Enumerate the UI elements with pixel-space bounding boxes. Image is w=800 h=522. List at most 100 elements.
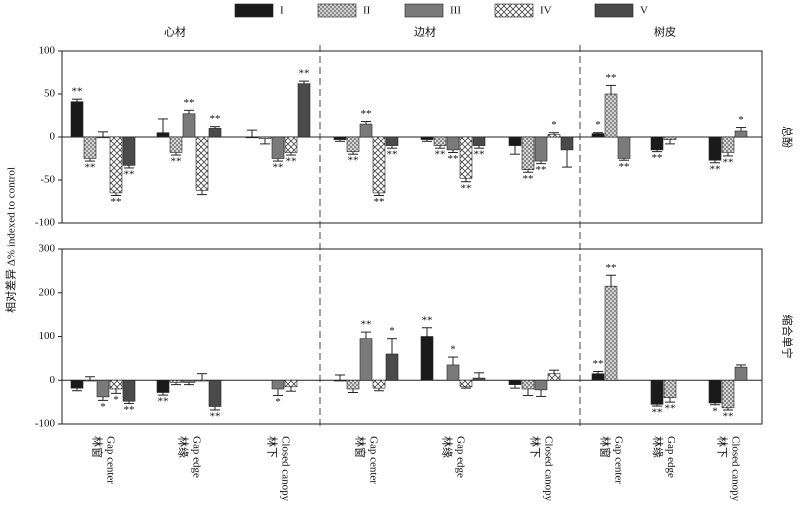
- bar: [195, 136, 209, 191]
- y-tick-label: 300: [39, 243, 56, 255]
- legend-label: I: [280, 5, 284, 17]
- legend-label: II: [363, 5, 371, 17]
- y-tick-label: 200: [39, 286, 56, 298]
- bar: [734, 366, 748, 381]
- significance: **: [448, 153, 459, 165]
- significance: **: [348, 155, 359, 167]
- x-tick-label: 林下: [715, 436, 729, 458]
- significance: **: [124, 404, 135, 416]
- significance: **: [273, 162, 284, 174]
- x-tick-label: 林缘: [440, 436, 454, 458]
- significance: *: [595, 119, 601, 131]
- bar: [534, 136, 548, 162]
- bar: [245, 136, 259, 139]
- significance: *: [389, 325, 395, 337]
- x-tick-label: 林窗: [90, 436, 104, 458]
- bar: [420, 136, 434, 140]
- bar: [604, 93, 618, 138]
- significance: **: [435, 149, 446, 161]
- significance: **: [710, 163, 721, 175]
- significance: **: [606, 72, 617, 84]
- bar: [169, 379, 183, 383]
- bar: [521, 136, 535, 170]
- group-title: 边材: [414, 25, 436, 39]
- legend-label: III: [450, 5, 461, 17]
- bar: [359, 123, 373, 138]
- significance: **: [422, 314, 433, 326]
- significance: **: [474, 149, 485, 161]
- bar: [459, 379, 473, 388]
- significance: **: [85, 162, 96, 174]
- bar: [663, 379, 677, 399]
- x-tick-label-en: Closed canopy: [729, 436, 741, 502]
- bar: [472, 377, 486, 381]
- y-axis-label: 相对差异 Δ% indexed to control: [4, 167, 18, 313]
- bar: [617, 136, 631, 159]
- legend-swatch: [494, 3, 534, 18]
- bar: [721, 379, 735, 409]
- legend-label: V: [640, 5, 648, 17]
- legend-swatch: [594, 3, 634, 18]
- y-tick-label: 100: [39, 45, 56, 57]
- bar: [156, 132, 170, 138]
- bar: [721, 136, 735, 153]
- significance: **: [606, 262, 617, 274]
- x-tick-label: 林下: [528, 436, 542, 458]
- significance: **: [652, 407, 663, 419]
- bar: [359, 338, 373, 381]
- significance: *: [450, 344, 456, 356]
- bar: [122, 136, 136, 166]
- x-tick-label-en: Gap center: [104, 436, 116, 484]
- significance: **: [361, 319, 372, 331]
- bar: [547, 373, 561, 381]
- significance: **: [652, 152, 663, 164]
- bar: [83, 379, 97, 382]
- bar: [297, 83, 311, 138]
- bar: [372, 136, 386, 194]
- bar: [83, 136, 97, 159]
- significance: **: [461, 182, 472, 194]
- y-tick-label: 100: [39, 330, 56, 342]
- group-title: 树皮: [654, 25, 676, 39]
- significance: **: [111, 196, 122, 208]
- bar: [663, 136, 677, 140]
- bar: [271, 136, 285, 159]
- panel-label: 缩合单宁: [780, 315, 794, 359]
- bar: [508, 136, 522, 146]
- x-tick-label: 林缘: [176, 436, 190, 458]
- x-tick-label-en: Closed canopy: [542, 436, 554, 502]
- bar: [508, 379, 522, 385]
- bar: [96, 136, 110, 139]
- bar: [734, 130, 748, 138]
- significance: *: [738, 114, 744, 126]
- bar: [109, 379, 123, 390]
- bar: [346, 136, 360, 152]
- bar: [284, 136, 298, 153]
- bar: [169, 136, 183, 153]
- significance: **: [619, 161, 630, 173]
- bar: [708, 136, 722, 161]
- bar: [650, 379, 664, 405]
- significance: **: [374, 196, 385, 208]
- bar: [420, 336, 434, 381]
- significance: **: [536, 164, 547, 176]
- bar: [547, 134, 561, 138]
- significance: **: [665, 403, 676, 415]
- significance: **: [158, 396, 169, 408]
- bar: [385, 353, 399, 381]
- bar: [182, 379, 196, 383]
- bar: [271, 379, 285, 390]
- x-tick-label-en: Closed canopy: [279, 436, 291, 502]
- legend-swatch: [317, 3, 357, 18]
- bar: [708, 379, 722, 404]
- x-tick-label: 林缘: [651, 436, 665, 458]
- significance: **: [723, 156, 734, 168]
- significance: **: [72, 86, 83, 98]
- x-tick-label-en: Gap edge: [665, 436, 677, 478]
- bar: [284, 379, 298, 388]
- significance: **: [124, 168, 135, 180]
- bar: [208, 128, 222, 138]
- bar: [604, 285, 618, 381]
- legend-swatch: [234, 3, 274, 18]
